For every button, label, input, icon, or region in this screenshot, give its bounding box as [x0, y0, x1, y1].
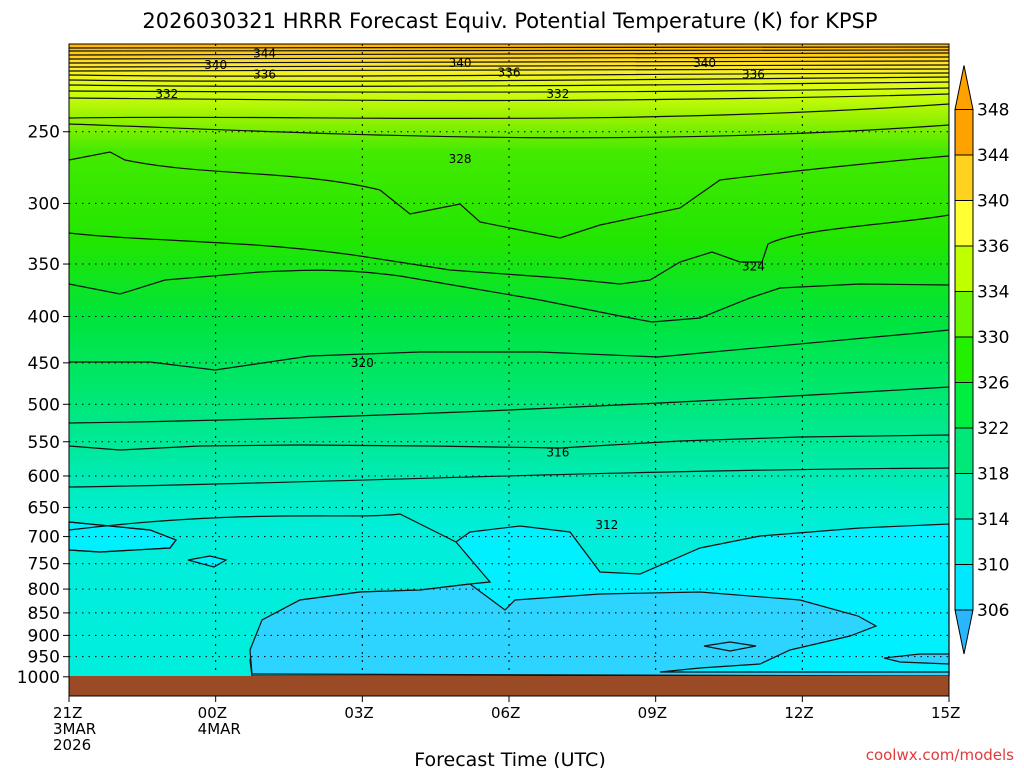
contour-labels: 344 340 340 340 336 336 336 332 332 328 324 320 316 3… [155, 47, 765, 532]
colorbar-label: 344 [977, 146, 1009, 166]
colorbar-label: 306 [977, 601, 1009, 621]
contour-label: 324 [742, 259, 765, 273]
x-tick-label: 15Z [931, 704, 960, 722]
colorbar-segment [954, 200, 974, 247]
x-tick-label-line: 21Z [53, 704, 82, 722]
x-tick-label-line: 15Z [931, 704, 960, 722]
x-tick-label: 12Z [784, 704, 813, 722]
chart-title: 2026030321 HRRR Forecast Equiv. Potentia… [142, 9, 877, 33]
y-tick-label: 400 [28, 308, 60, 328]
contour-label: 336 [253, 67, 276, 81]
colorbar-segment [954, 427, 974, 474]
x-tick-label: 09Z [638, 704, 667, 722]
colorbar-segment [954, 518, 974, 565]
colorbar-label: 330 [977, 328, 1009, 348]
cyan-pocket-small [187, 555, 228, 568]
colorbar-segment [954, 245, 974, 292]
contour-label: 332 [155, 87, 178, 101]
colorbar-label: 310 [977, 556, 1009, 576]
colorbar-label: 336 [977, 237, 1009, 257]
colorbar-label: 348 [977, 101, 1009, 121]
colorbar-segment [954, 291, 974, 338]
x-tick-label-line: 4MAR [198, 720, 241, 738]
x-tick-label-line: 06Z [491, 704, 520, 722]
colorbar-label: 322 [977, 419, 1009, 439]
x-tick-label-line: 3MAR [53, 720, 96, 738]
y-tick-label: 650 [28, 498, 60, 518]
y-tick-label: 800 [28, 580, 60, 600]
time-axis: 21Z 3MAR 2026 00Z 4MAR 03Z 06Z 09Z 12Z 15Z [53, 696, 960, 754]
colorbar-label: 334 [977, 283, 1009, 303]
y-tick-label: 1000 [17, 668, 60, 688]
y-tick-label: 750 [28, 555, 60, 575]
x-tick-label-line: 12Z [784, 704, 813, 722]
ground-below-surface [69, 676, 949, 696]
contour-label: 312 [595, 518, 618, 532]
x-axis-title: Forecast Time (UTC) [414, 749, 605, 768]
contour-label: 320 [351, 356, 374, 370]
contour-label: 340 [449, 56, 472, 70]
contour-label: 336 [498, 65, 521, 79]
colorbar-segment [954, 473, 974, 520]
y-tick-label: 300 [28, 194, 60, 214]
plot-area: 344 340 340 340 336 336 336 332 332 328 324 320 316 3… [68, 43, 950, 697]
y-tick-label: 450 [28, 354, 60, 374]
colorbar-lower-arrow [954, 609, 974, 655]
colorbar-segment [954, 109, 974, 156]
contour-label: 332 [546, 87, 569, 101]
colorbar-label: 326 [977, 374, 1009, 394]
contour-label: 336 [742, 67, 765, 81]
blue-pocket-right [703, 641, 757, 652]
colorbar-segment [954, 154, 974, 201]
x-tick-label: 21Z 3MAR 2026 [53, 704, 96, 754]
y-tick-label: 600 [28, 467, 60, 487]
contour-label: 340 [693, 56, 716, 70]
colorbar: 306 310 314 318 322 326 330 334 336 340 344 348 [954, 65, 1009, 655]
colorbar-label: 340 [977, 192, 1009, 212]
x-tick-label: 06Z [491, 704, 520, 722]
x-tick-label-line: 03Z [344, 704, 373, 722]
x-tick-label-line: 2026 [53, 736, 91, 754]
colorbar-segment [954, 382, 974, 429]
pressure-axis: 2503003504004505005506006507007508008509… [17, 123, 69, 688]
credit-text: coolwx.com/models [866, 746, 1014, 764]
y-tick-label: 250 [28, 123, 60, 143]
x-tick-label: 03Z [344, 704, 373, 722]
colorbar-upper-arrow [954, 65, 974, 110]
colorbar-segment [954, 336, 974, 383]
x-tick-label: 00Z 4MAR [198, 704, 241, 738]
x-tick-label-line: 09Z [638, 704, 667, 722]
contour-label: 344 [253, 47, 276, 61]
contour-label: 340 [204, 58, 227, 72]
y-tick-label: 700 [28, 528, 60, 548]
colorbar-label: 314 [977, 510, 1009, 530]
colorbar-segment [954, 564, 974, 611]
y-tick-label: 900 [28, 626, 60, 646]
contour-label: 316 [546, 445, 569, 459]
y-tick-label: 350 [28, 255, 60, 275]
contour-label: 328 [449, 152, 472, 166]
y-tick-label: 550 [28, 433, 60, 453]
x-tick-label-line: 00Z [198, 704, 227, 722]
colorbar-label: 318 [977, 465, 1009, 485]
blue-region-low [249, 583, 950, 677]
y-tick-label: 500 [28, 395, 60, 415]
y-tick-label: 950 [28, 648, 60, 668]
y-tick-label: 850 [28, 604, 60, 624]
